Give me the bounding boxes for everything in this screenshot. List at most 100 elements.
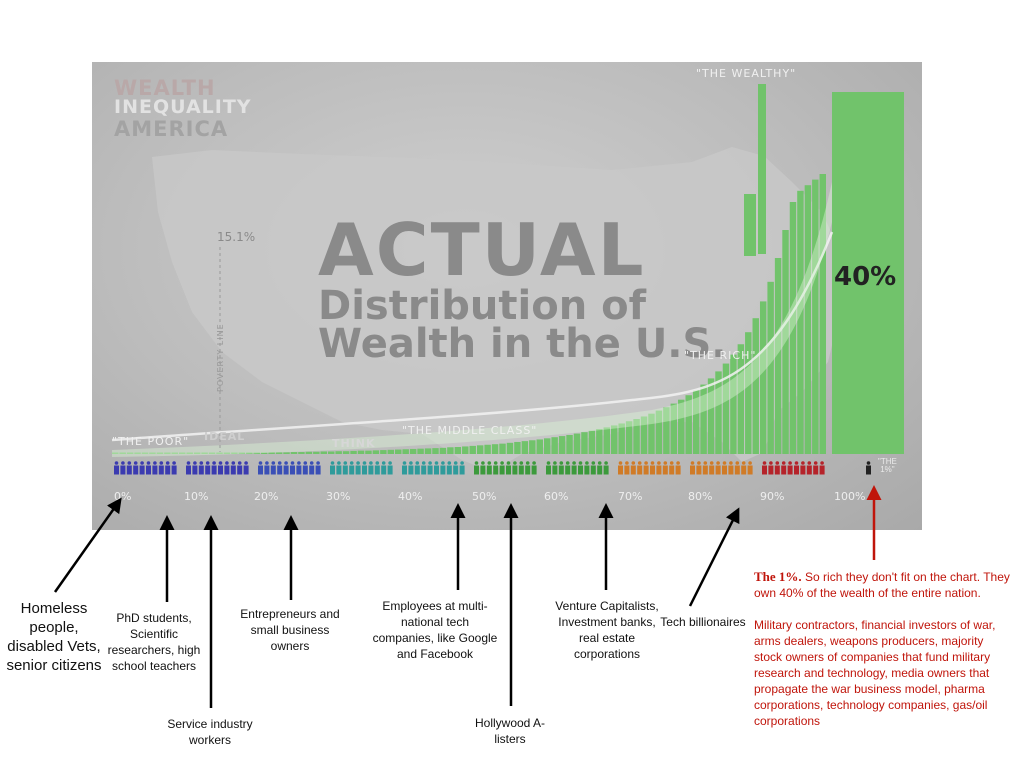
bar-59 xyxy=(551,437,558,454)
person-icon xyxy=(165,461,171,475)
x-tick-label: 80% xyxy=(688,490,713,503)
person-icon xyxy=(669,461,675,475)
person-icon xyxy=(283,461,289,475)
person-icon xyxy=(715,461,721,475)
bar-78 xyxy=(692,390,700,454)
arrow-tech xyxy=(688,507,740,607)
person-icon xyxy=(518,461,524,475)
person-icon xyxy=(650,461,655,475)
x-tick-label: 90% xyxy=(760,490,785,503)
bar-14 xyxy=(216,452,223,454)
annotation-entrepreneurs: Entrepreneurs and small business owners xyxy=(240,607,340,653)
annotation-hollywood: Hollywood A-listers xyxy=(474,716,546,746)
annotation-employees: Employees at multi-national tech compani… xyxy=(372,599,498,661)
bar-34 xyxy=(365,450,372,454)
person-icon xyxy=(330,461,335,475)
bar-38 xyxy=(395,449,402,454)
x-tick-label: 60% xyxy=(544,490,569,503)
bar-75 xyxy=(670,403,678,454)
person-icon xyxy=(171,461,177,475)
person-icon xyxy=(546,461,551,475)
bar-83 xyxy=(730,354,737,454)
bar-24 xyxy=(290,452,298,454)
person-icon xyxy=(342,461,348,475)
bar-36 xyxy=(380,450,387,454)
x-tick-label: 50% xyxy=(472,490,497,503)
person-icon xyxy=(427,461,433,475)
person-icon xyxy=(656,461,662,475)
person-icon xyxy=(296,461,302,475)
bar-27 xyxy=(313,451,320,454)
person-icon xyxy=(237,461,243,475)
person-icon xyxy=(368,461,374,475)
x-tick-label: 70% xyxy=(618,490,643,503)
label-middle-class: "THE MIDDLE CLASS" xyxy=(402,424,538,437)
one-percent-note-title: The 1%. xyxy=(754,569,802,584)
annotation-homeless: Homeless people, disabled Vets, senior c… xyxy=(6,600,102,674)
label-the-rich: "THE RICH" xyxy=(684,349,757,362)
bar-51 xyxy=(491,444,499,454)
x-tick-label: 10% xyxy=(184,490,209,503)
person-icon xyxy=(493,461,499,475)
label-one-percent: "THE 1%" xyxy=(878,458,897,474)
arrow-homeless xyxy=(53,497,122,593)
one-percent-note-line1: So rich they don't fit on the chart. The… xyxy=(754,570,1010,600)
bar-93 xyxy=(804,185,812,454)
person-icon xyxy=(315,461,321,475)
person-icon xyxy=(819,461,825,475)
bar-1 xyxy=(119,452,126,454)
bar-32 xyxy=(350,450,357,454)
person-icon xyxy=(762,461,767,475)
person-icon xyxy=(474,461,479,475)
person-icon xyxy=(158,461,164,475)
bar-group xyxy=(112,84,904,455)
person-icon-one-percent xyxy=(866,461,871,475)
person-icon xyxy=(114,461,119,475)
person-icon xyxy=(230,461,236,475)
person-icon xyxy=(211,461,217,475)
bar-72 xyxy=(648,413,655,454)
person-icon xyxy=(146,461,151,475)
chart-panel: WEALTH INEQUALITY AMERICA ACTUAL Distrib… xyxy=(92,62,922,530)
bar-19 xyxy=(253,452,260,454)
bar-33 xyxy=(357,450,365,454)
bar-64 xyxy=(588,430,596,454)
person-icon xyxy=(218,461,223,475)
bar-84 xyxy=(737,344,745,454)
bar-45 xyxy=(447,447,454,454)
person-icon xyxy=(309,461,315,475)
person-icon xyxy=(734,461,740,475)
bar-4 xyxy=(141,452,149,454)
person-icon xyxy=(558,461,564,475)
person-icon xyxy=(139,461,145,475)
bar-91 xyxy=(789,202,797,454)
bar-48 xyxy=(469,445,476,454)
person-icon xyxy=(597,461,603,475)
person-icon xyxy=(531,461,537,475)
person-icon xyxy=(512,461,518,475)
person-icon xyxy=(696,461,702,475)
bar-55 xyxy=(521,441,529,454)
bar-5 xyxy=(149,452,156,454)
bar-35 xyxy=(372,450,380,454)
bar-81 xyxy=(715,371,722,454)
bar-18 xyxy=(246,452,253,454)
bar-wealthy-segment xyxy=(744,194,756,256)
person-icon xyxy=(800,461,806,475)
annotation-service: Service industry workers xyxy=(167,717,253,747)
bar-85 xyxy=(745,332,752,454)
bar-54 xyxy=(514,441,521,454)
bar-31 xyxy=(342,451,350,454)
chart-title-actual: ACTUAL xyxy=(318,208,646,292)
bar-6 xyxy=(156,452,164,454)
person-icon xyxy=(571,461,577,475)
bar-73 xyxy=(655,410,663,454)
bar-12 xyxy=(201,452,208,454)
label-ideal: IDEAL xyxy=(204,430,246,443)
bar-8 xyxy=(171,452,179,454)
bar-21 xyxy=(268,452,275,454)
one-percent-note-p1: The 1%. So rich they don't fit on the ch… xyxy=(754,569,1010,601)
header-inequality: INEQUALITY xyxy=(114,96,252,118)
bar-92 xyxy=(797,190,804,455)
label-one-percent-top: "THE xyxy=(878,457,897,466)
